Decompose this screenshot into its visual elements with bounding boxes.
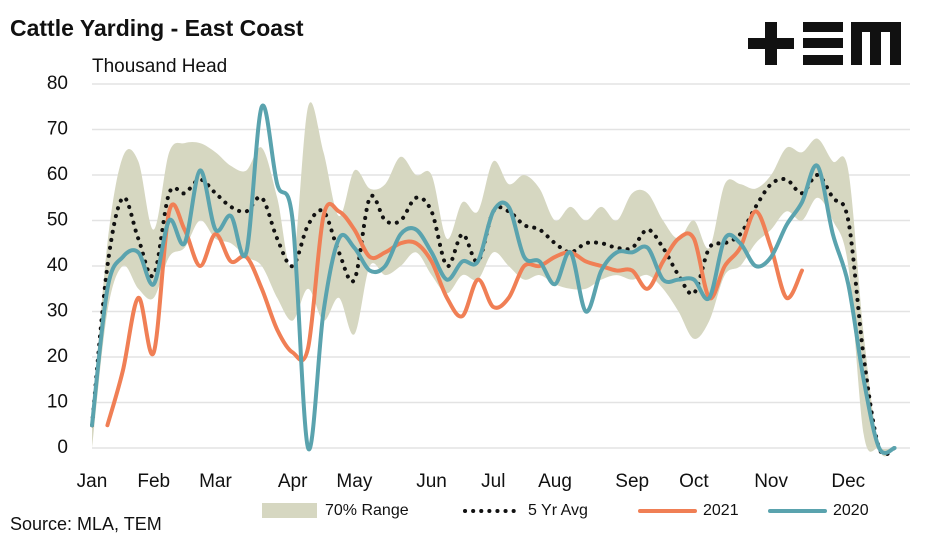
x-tick-label: Sep xyxy=(615,471,649,492)
x-tick-label: Feb xyxy=(137,471,170,492)
chart-subtitle: Thousand Head xyxy=(92,56,227,77)
y-tick-label: 40 xyxy=(47,255,68,276)
x-tick-label: Aug xyxy=(538,471,572,492)
x-tick-label: Dec xyxy=(831,471,865,492)
y-tick-label: 30 xyxy=(47,301,68,322)
x-tick-label: Oct xyxy=(679,471,709,492)
y-tick-label: 0 xyxy=(57,437,68,458)
x-tick-label: Jan xyxy=(77,471,108,492)
x-tick-label: Jul xyxy=(481,471,505,492)
legend-label: 2020 xyxy=(833,502,869,519)
logo xyxy=(748,22,901,65)
x-tick-label: May xyxy=(336,471,372,492)
x-tick-label: Mar xyxy=(199,471,232,492)
y-tick-label: 80 xyxy=(47,73,68,94)
legend-label: 5 Yr Avg xyxy=(528,502,588,519)
range-band xyxy=(92,102,895,457)
y-tick-label: 50 xyxy=(47,210,68,231)
source: Source: MLA, TEM xyxy=(10,514,162,534)
legend-swatch xyxy=(262,503,317,518)
y-tick-label: 70 xyxy=(47,119,68,140)
series-line xyxy=(105,201,804,428)
x-tick-label: Apr xyxy=(278,471,308,492)
legend-label: 2021 xyxy=(703,502,739,519)
chart-title: Cattle Yarding - East Coast xyxy=(10,15,304,41)
y-tick-label: 10 xyxy=(47,392,68,413)
x-tick-label: Nov xyxy=(754,471,788,492)
y-tick-label: 60 xyxy=(47,164,68,185)
x-tick-label: Jun xyxy=(416,471,447,492)
legend-label: 70% Range xyxy=(325,502,409,519)
series-line xyxy=(90,103,897,455)
y-tick-label: 20 xyxy=(47,346,68,367)
